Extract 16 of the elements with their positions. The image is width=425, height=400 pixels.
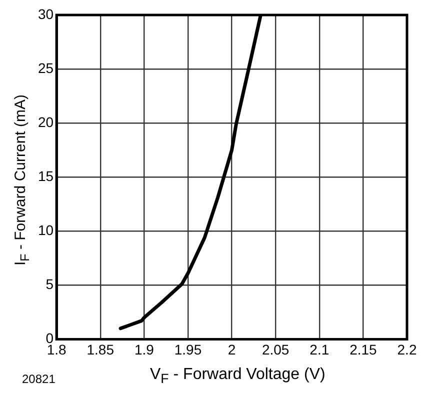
- x-tick-label: 1.85: [86, 341, 114, 358]
- x-tick-label: 1.9: [134, 341, 154, 358]
- x-tick-label: 2.05: [262, 341, 290, 358]
- y-tick-label: 30: [38, 6, 54, 22]
- x-axis-title: V$_{F}$ - Forward Voltage (V): [150, 366, 326, 386]
- x-tick-label: 1.95: [174, 341, 202, 358]
- y-tick-label: 10: [38, 222, 54, 238]
- x-tick-label: 2: [228, 341, 236, 358]
- text: 20821: [22, 372, 56, 386]
- y-tick-label: 25: [38, 60, 54, 76]
- y-tick-label: 20: [38, 114, 54, 130]
- x-tick-label: 2.1: [310, 341, 330, 358]
- y-tick-label: 15: [38, 168, 54, 184]
- x-tick-label: 2.2: [397, 341, 417, 358]
- y-tick-label: 5: [46, 276, 54, 292]
- x-tick-label: 2.15: [350, 341, 378, 358]
